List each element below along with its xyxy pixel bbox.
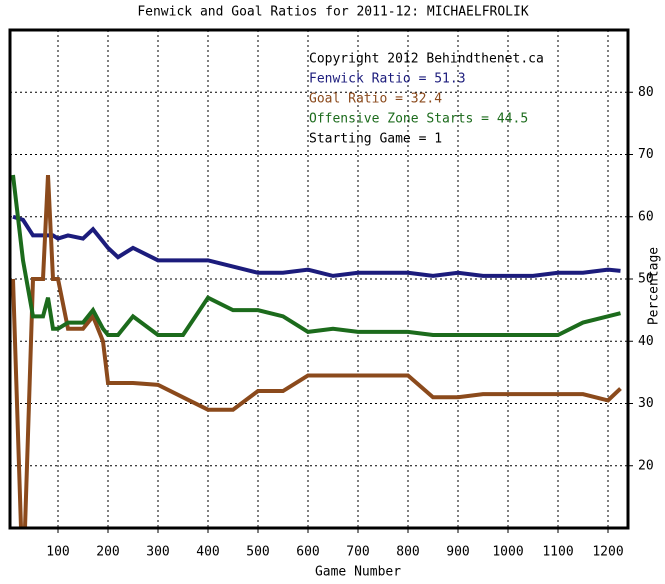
y-tick-label: 70 [638,147,654,162]
plot-lines [11,174,622,528]
x-tick-label: 400 [196,545,219,560]
series-line [11,174,621,338]
x-tick-label: 1100 [542,545,573,560]
x-tick-label: 300 [146,545,169,560]
y-tick-label: 60 [638,209,654,224]
x-tick-label: 600 [296,545,319,560]
y-tick-label: 20 [638,458,654,473]
x-tick-label: 900 [446,545,469,560]
y-tick-label: 40 [638,334,654,349]
y-tick-label: 50 [638,272,654,287]
x-tick-label: 100 [46,545,69,560]
annotation: Starting Game = 1 [309,132,442,147]
annotation: Copyright 2012 Behindthenet.ca [309,52,544,67]
chart-title: Fenwick and Goal Ratios for 2011-12: MIC… [137,5,529,20]
annotation: Offensive Zone Starts = 44.5 [309,112,528,127]
x-tick-label: 500 [246,545,269,560]
x-tick-label: 1200 [592,545,623,560]
series-line [11,174,622,528]
y-axis-label: Percentage [647,247,662,325]
x-tick-label: 800 [396,545,419,560]
x-axis-label: Game Number [315,565,401,580]
series-line [12,214,621,278]
annotation: Goal Ratio = 32.4 [309,92,442,107]
annotation: Fenwick Ratio = 51.3 [309,72,466,87]
x-tick-label: 700 [346,545,369,560]
x-tick-label: 200 [96,545,119,560]
y-tick-label: 30 [638,396,654,411]
plot-border [8,28,630,530]
y-tick-label: 80 [638,85,654,100]
x-tick-label: 1000 [492,545,523,560]
